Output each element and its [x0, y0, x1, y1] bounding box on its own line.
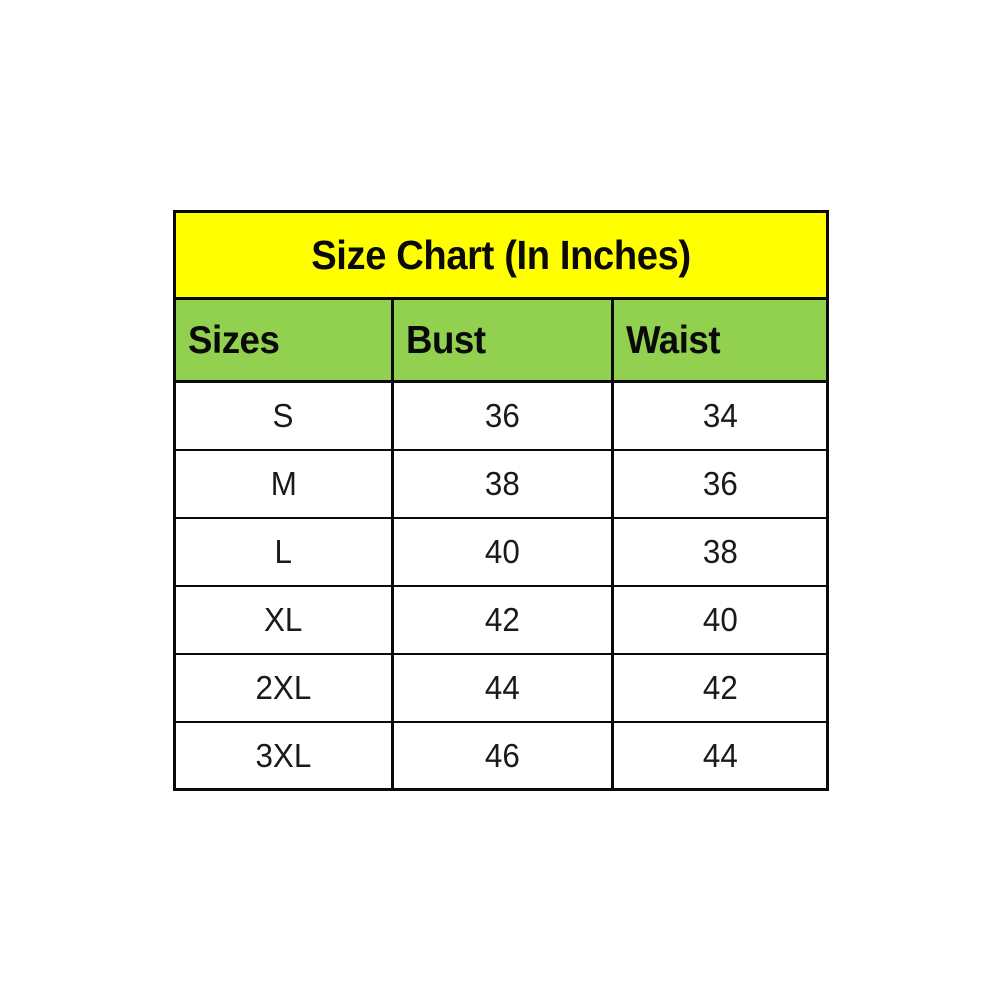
cell-size: XL — [174, 585, 394, 655]
cell-bust-value: 40 — [485, 533, 520, 570]
cell-waist-value: 34 — [702, 397, 738, 435]
cell-waist-value: 42 — [702, 669, 738, 706]
cell-size: M — [174, 449, 394, 519]
size-chart-table: Size Chart (In Inches) Sizes Bust Waist … — [173, 210, 830, 791]
page-title: Size Chart (In Inches) — [311, 231, 691, 278]
column-header-waist-label: Waist — [626, 318, 721, 362]
table-title-row: Size Chart (In Inches) — [174, 211, 828, 300]
table-row: XL 42 40 — [174, 585, 828, 655]
table-row: S 36 34 — [174, 381, 828, 451]
cell-bust: 46 — [392, 721, 614, 790]
table-row: 2XL 44 42 — [174, 653, 828, 723]
cell-size-value: M — [270, 465, 297, 502]
cell-bust-value: 46 — [485, 736, 520, 774]
cell-waist: 42 — [612, 653, 828, 723]
table-body: S 36 34 M 38 36 L 40 38 XL 42 40 2XL 44 — [174, 381, 828, 790]
column-header-sizes: Sizes — [174, 298, 394, 383]
cell-bust: 42 — [392, 585, 614, 655]
cell-bust: 38 — [392, 449, 614, 519]
table-row: 3XL 46 44 — [174, 721, 828, 790]
cell-waist: 44 — [612, 721, 828, 790]
cell-bust-value: 44 — [485, 669, 520, 706]
cell-bust-value: 38 — [485, 465, 520, 502]
table-header-row: Sizes Bust Waist — [174, 298, 828, 383]
cell-size-value: 2XL — [255, 669, 312, 706]
cell-size: S — [174, 381, 394, 451]
table-row: M 38 36 — [174, 449, 828, 519]
column-header-bust: Bust — [392, 298, 614, 383]
cell-bust: 40 — [392, 517, 614, 587]
cell-waist: 34 — [612, 381, 828, 451]
cell-bust-value: 42 — [485, 601, 520, 638]
cell-bust-value: 36 — [485, 397, 520, 435]
cell-waist-value: 40 — [702, 601, 738, 638]
cell-size-value: XL — [264, 601, 303, 638]
size-chart-container: Size Chart (In Inches) Sizes Bust Waist … — [173, 210, 830, 791]
cell-waist: 36 — [612, 449, 828, 519]
cell-waist: 38 — [612, 517, 828, 587]
table-title-cell: Size Chart (In Inches) — [174, 211, 828, 300]
cell-size: 3XL — [174, 721, 394, 790]
cell-waist-value: 44 — [702, 736, 738, 774]
column-header-sizes-label: Sizes — [188, 318, 280, 362]
cell-bust: 44 — [392, 653, 614, 723]
cell-size-value: 3XL — [255, 736, 312, 774]
column-header-bust-label: Bust — [406, 318, 486, 362]
cell-waist-value: 38 — [702, 533, 738, 570]
cell-size-value: L — [274, 533, 293, 570]
cell-size: 2XL — [174, 653, 394, 723]
cell-waist: 40 — [612, 585, 828, 655]
column-header-waist: Waist — [612, 298, 828, 383]
table-row: L 40 38 — [174, 517, 828, 587]
cell-waist-value: 36 — [702, 465, 738, 502]
cell-size-value: S — [273, 397, 294, 435]
cell-bust: 36 — [392, 381, 614, 451]
cell-size: L — [174, 517, 394, 587]
